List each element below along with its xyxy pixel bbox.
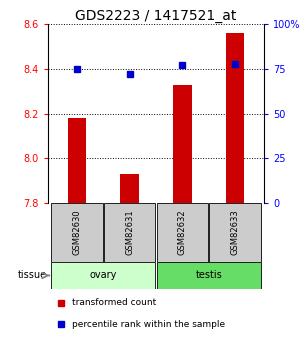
- Bar: [209, 203, 261, 262]
- Text: GSM82633: GSM82633: [230, 209, 239, 255]
- Text: transformed count: transformed count: [72, 298, 156, 307]
- Text: ovary: ovary: [90, 270, 117, 280]
- Bar: [157, 203, 208, 262]
- Text: testis: testis: [195, 270, 222, 280]
- Text: percentile rank within the sample: percentile rank within the sample: [72, 320, 225, 329]
- Bar: [157, 262, 261, 289]
- Bar: [173, 85, 192, 203]
- Text: GSM82632: GSM82632: [178, 209, 187, 255]
- Bar: [120, 174, 139, 203]
- Text: GSM82631: GSM82631: [125, 209, 134, 255]
- Bar: [51, 262, 155, 289]
- Text: GSM82630: GSM82630: [73, 209, 82, 255]
- Bar: [68, 118, 86, 203]
- Title: GDS2223 / 1417521_at: GDS2223 / 1417521_at: [75, 9, 237, 23]
- Bar: [51, 203, 103, 262]
- Bar: [104, 203, 155, 262]
- Text: tissue: tissue: [18, 270, 47, 280]
- Bar: [226, 33, 244, 203]
